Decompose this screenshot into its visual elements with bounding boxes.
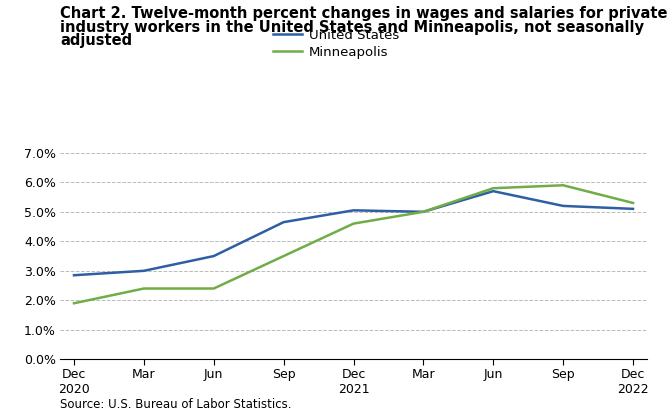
Minneapolis <box>350 221 358 226</box>
Minneapolis <box>490 186 498 191</box>
Text: Source: U.S. Bureau of Labor Statistics.: Source: U.S. Bureau of Labor Statistics. <box>60 398 291 411</box>
Minneapolis <box>279 254 287 259</box>
United States <box>490 189 498 194</box>
Minneapolis <box>209 286 217 291</box>
United States <box>629 206 637 211</box>
Minneapolis <box>559 183 567 188</box>
United States <box>140 268 148 273</box>
United States <box>559 204 567 209</box>
Text: industry workers in the United States and Minneapolis, not seasonally: industry workers in the United States an… <box>60 20 644 35</box>
Legend: United States, Minneapolis: United States, Minneapolis <box>273 29 400 59</box>
Line: Minneapolis: Minneapolis <box>74 185 633 303</box>
Text: adjusted: adjusted <box>60 33 132 48</box>
United States <box>420 209 428 214</box>
Line: United States: United States <box>74 191 633 275</box>
United States <box>350 208 358 213</box>
United States <box>279 220 287 225</box>
United States <box>209 254 217 259</box>
United States <box>70 273 78 278</box>
Minneapolis <box>420 209 428 214</box>
Minneapolis <box>70 301 78 306</box>
Minneapolis <box>629 200 637 205</box>
Text: Chart 2. Twelve-month percent changes in wages and salaries for private: Chart 2. Twelve-month percent changes in… <box>60 6 667 21</box>
Minneapolis <box>140 286 148 291</box>
